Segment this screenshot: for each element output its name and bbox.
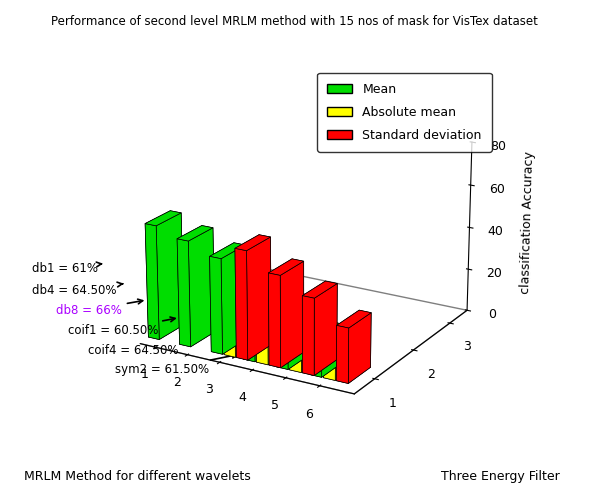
Text: db1 = 61%: db1 = 61% (32, 262, 102, 275)
Text: MRLM Method for different wavelets: MRLM Method for different wavelets (24, 469, 250, 483)
Text: Three Energy Filter: Three Energy Filter (441, 469, 560, 483)
Text: db8 = 66%: db8 = 66% (56, 299, 143, 317)
Text: coif1 = 60.50%: coif1 = 60.50% (68, 317, 175, 337)
Text: coif4 = 64.50%: coif4 = 64.50% (88, 335, 204, 357)
Legend: Mean, Absolute mean, Standard deviation: Mean, Absolute mean, Standard deviation (317, 73, 492, 151)
Text: sym2 = 61.50%: sym2 = 61.50% (115, 353, 237, 376)
Text: Performance of second level MRLM method with 15 nos of mask for VisTex dataset: Performance of second level MRLM method … (51, 15, 538, 28)
Text: db4 = 64.50%: db4 = 64.50% (32, 282, 123, 297)
